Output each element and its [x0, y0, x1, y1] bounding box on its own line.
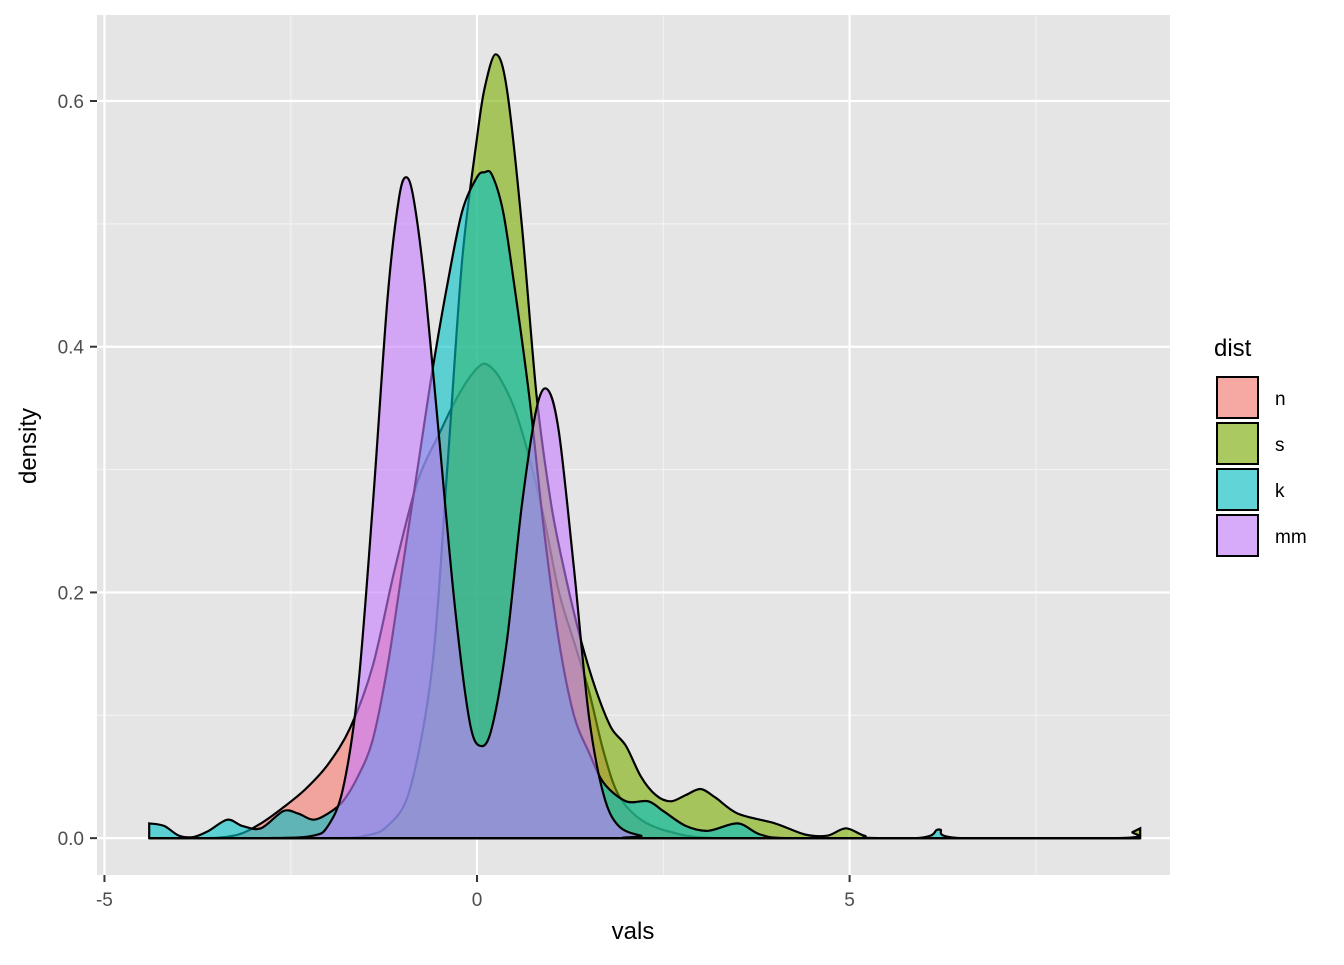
y-tick-label: 0.6 [58, 92, 84, 113]
legend-title: dist [1214, 335, 1252, 362]
density-outline-mm [149, 176, 1141, 840]
grid-minor [97, 15, 1170, 875]
legend: dist n s k mm [1214, 335, 1307, 557]
density-outline-k [148, 169, 1141, 840]
density-areas [148, 53, 1142, 840]
y-tick-label: 0.4 [58, 338, 85, 359]
y-tick-labels: 0.0 0.2 0.4 0.6 [58, 92, 85, 850]
x-tick-label: -5 [96, 890, 113, 911]
legend-label-n: n [1275, 389, 1286, 410]
y-tick-label: 0.0 [58, 829, 84, 850]
legend-label-s: s [1275, 435, 1285, 456]
x-tick-labels: -5 0 5 [96, 890, 855, 911]
y-tick-label: 0.2 [58, 583, 84, 604]
legend-key-s [1216, 422, 1259, 465]
axis-ticks [90, 100, 851, 882]
x-tick-label: 0 [472, 890, 483, 911]
legend-key-k [1216, 468, 1259, 511]
legend-key-mm [1216, 514, 1259, 557]
density-area-mm [149, 177, 1141, 839]
panel-background [97, 15, 1170, 875]
y-axis-title: density [15, 408, 42, 484]
legend-key-n [1216, 376, 1259, 419]
x-axis-title: vals [612, 918, 655, 945]
legend-label-k: k [1275, 481, 1285, 502]
legend-label-mm: mm [1275, 527, 1307, 548]
x-tick-label: 5 [844, 890, 855, 911]
